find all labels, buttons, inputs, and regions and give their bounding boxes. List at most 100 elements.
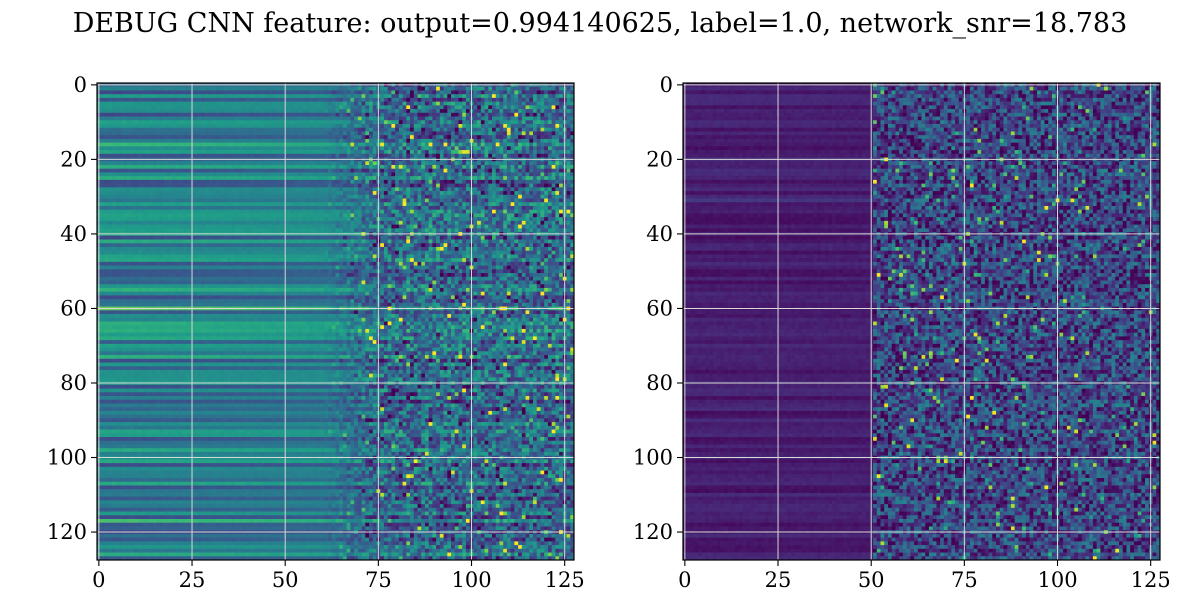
heatmap-cell <box>313 221 317 225</box>
heatmap-cell <box>153 117 157 121</box>
heatmap-cell <box>514 187 518 191</box>
heatmap-cell <box>451 217 455 221</box>
heatmap-cell <box>138 90 142 94</box>
heatmap-cell <box>101 184 105 188</box>
heatmap-cell <box>272 109 276 113</box>
heatmap-cell <box>295 161 299 165</box>
heatmap-cell <box>336 128 340 132</box>
heatmap-cell <box>209 213 213 217</box>
heatmap-cell <box>332 128 336 132</box>
heatmap-cell <box>108 87 112 91</box>
heatmap-cell <box>451 206 455 210</box>
heatmap-cell <box>522 98 526 102</box>
heatmap-cell <box>295 98 299 102</box>
heatmap-cell <box>287 202 291 206</box>
heatmap-cell <box>198 202 202 206</box>
heatmap-cell <box>224 150 228 154</box>
heatmap-cell <box>406 210 410 214</box>
heatmap-cell <box>306 139 310 143</box>
heatmap-cell <box>138 150 142 154</box>
heatmap-cell <box>164 165 168 169</box>
heatmap-cell <box>198 135 202 139</box>
heatmap-cell <box>213 154 217 158</box>
heatmap-cell <box>198 169 202 173</box>
heatmap-cell <box>227 102 231 106</box>
heatmap-cell <box>358 169 362 173</box>
heatmap-cell <box>127 161 131 165</box>
heatmap-cell <box>313 191 317 195</box>
heatmap-cell <box>112 206 116 210</box>
heatmap-cell <box>458 105 462 109</box>
heatmap-cell <box>526 161 530 165</box>
heatmap-cell <box>499 139 503 143</box>
heatmap-cell <box>347 109 351 113</box>
heatmap-cell <box>265 213 269 217</box>
heatmap-cell <box>358 187 362 191</box>
heatmap-cell <box>209 105 213 109</box>
heatmap-cell <box>138 117 142 121</box>
heatmap-cell <box>522 169 526 173</box>
heatmap-cell <box>265 187 269 191</box>
heatmap-cell <box>429 172 433 176</box>
heatmap-cell <box>526 94 530 98</box>
heatmap-cell <box>101 172 105 176</box>
heatmap-cell <box>280 221 284 225</box>
heatmap-cell <box>295 169 299 173</box>
heatmap-cell <box>440 202 444 206</box>
heatmap-cell <box>254 199 258 203</box>
heatmap-cell <box>127 195 131 199</box>
heatmap-cell <box>153 225 157 229</box>
heatmap-cell <box>526 102 530 106</box>
heatmap-cell <box>250 210 254 214</box>
heatmap-cell <box>492 199 496 203</box>
heatmap-cell <box>272 154 276 158</box>
heatmap-cell <box>522 105 526 109</box>
heatmap-cell <box>257 146 261 150</box>
heatmap-cell <box>391 187 395 191</box>
heatmap-cell <box>347 161 351 165</box>
heatmap-cell <box>108 172 112 176</box>
heatmap-cell <box>555 128 559 132</box>
heatmap-cell <box>362 217 366 221</box>
heatmap-cell <box>384 94 388 98</box>
heatmap-cell <box>347 195 351 199</box>
heatmap-cell <box>540 143 544 147</box>
heatmap-cell <box>246 187 250 191</box>
heatmap-cell <box>209 184 213 188</box>
heatmap-cell <box>328 143 332 147</box>
heatmap-cell <box>224 124 228 128</box>
heatmap-cell <box>242 109 246 113</box>
heatmap-cell <box>198 131 202 135</box>
heatmap-cell <box>298 161 302 165</box>
heatmap-cell <box>414 128 418 132</box>
heatmap-cell <box>235 131 239 135</box>
heatmap-cell <box>552 135 556 139</box>
heatmap-cell <box>280 117 284 121</box>
heatmap-cell <box>317 191 321 195</box>
heatmap-cell <box>410 195 414 199</box>
heatmap-cell <box>119 90 123 94</box>
heatmap-cell <box>414 150 418 154</box>
heatmap-cell <box>567 117 571 121</box>
heatmap-cell <box>160 131 164 135</box>
heatmap-cell <box>116 176 120 180</box>
heatmap-cell <box>261 191 265 195</box>
heatmap-cell <box>172 210 176 214</box>
heatmap-cell <box>164 128 168 132</box>
heatmap-cell <box>216 202 220 206</box>
heatmap-cell <box>145 90 149 94</box>
heatmap-cell <box>496 165 500 169</box>
heatmap-cell <box>380 217 384 221</box>
heatmap-cell <box>499 210 503 214</box>
heatmap-cell <box>291 221 295 225</box>
heatmap-cell <box>287 102 291 106</box>
heatmap-cell <box>529 176 533 180</box>
heatmap-cell <box>354 98 358 102</box>
heatmap-cell <box>213 124 217 128</box>
heatmap-cell <box>444 225 448 229</box>
heatmap-cell <box>108 139 112 143</box>
heatmap-cell <box>298 117 302 121</box>
heatmap-cell <box>384 176 388 180</box>
heatmap-cell <box>116 206 120 210</box>
heatmap-cell <box>153 217 157 221</box>
